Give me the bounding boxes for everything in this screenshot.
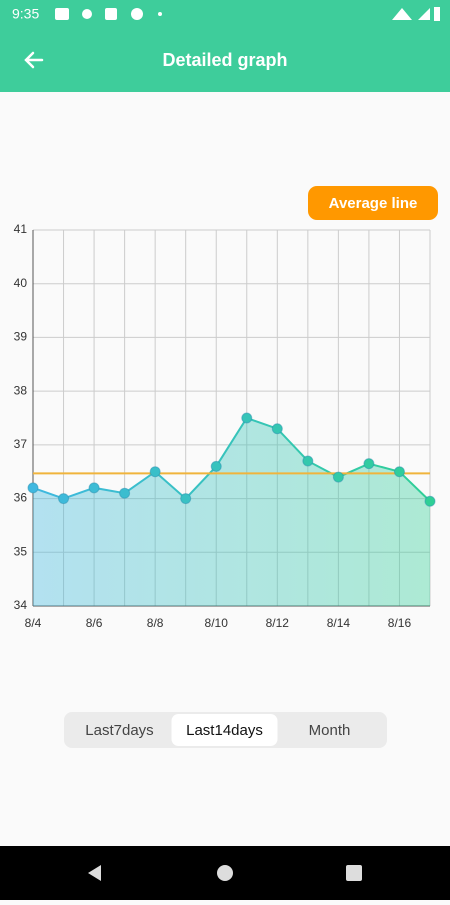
point <box>149 466 161 478</box>
x-tick-label: 8/14 <box>327 616 351 630</box>
nav-recent[interactable] <box>346 865 362 881</box>
point <box>119 487 131 499</box>
x-tick-label: 8/16 <box>388 616 412 630</box>
point <box>332 471 344 483</box>
x-tick-label: 8/8 <box>147 616 164 630</box>
y-tick-label: 39 <box>14 330 28 344</box>
app-bar-bg <box>0 0 450 92</box>
app-title: Detailed graph <box>162 50 287 70</box>
x-tick-label: 8/4 <box>25 616 42 630</box>
average-button-bg[interactable] <box>308 186 438 220</box>
y-tick-label: 41 <box>14 222 28 236</box>
status-icons <box>55 7 440 21</box>
point <box>58 493 70 505</box>
chart: 34 35 36 37 38 39 40 41 8/4 8/6 8/8 8/10 8/12 8/14 8/1… <box>14 222 436 630</box>
point <box>271 423 283 435</box>
y-tick-label: 36 <box>14 491 28 505</box>
average-button[interactable]: Average line <box>329 195 418 212</box>
point <box>241 412 253 424</box>
tab-selected-bg <box>171 714 278 746</box>
point <box>302 455 314 467</box>
point <box>88 482 100 494</box>
tab[interactable]: Last14days <box>186 722 263 739</box>
status-time: 9:35 <box>12 6 39 22</box>
x-tick-label: 8/10 <box>205 616 229 630</box>
y-tick-label: 34 <box>14 598 28 612</box>
y-tick-label: 38 <box>14 383 28 397</box>
nav-home[interactable] <box>217 865 233 881</box>
point <box>27 482 39 494</box>
y-tick-label: 37 <box>14 437 28 451</box>
y-tick-label: 35 <box>14 544 28 558</box>
x-tick-label: 8/6 <box>86 616 103 630</box>
point <box>393 466 405 478</box>
tabs: Last7days Last14days Month <box>85 714 350 746</box>
point <box>424 495 436 507</box>
back-button[interactable] <box>24 51 44 69</box>
tab[interactable]: Month <box>309 722 351 739</box>
nav-back[interactable] <box>88 865 101 881</box>
point <box>210 460 222 472</box>
x-tick-label: 8/12 <box>266 616 290 630</box>
point <box>180 493 192 505</box>
point <box>363 458 375 470</box>
area <box>33 418 430 606</box>
y-tick-label: 40 <box>14 276 28 290</box>
tab[interactable]: Last7days <box>85 722 153 739</box>
